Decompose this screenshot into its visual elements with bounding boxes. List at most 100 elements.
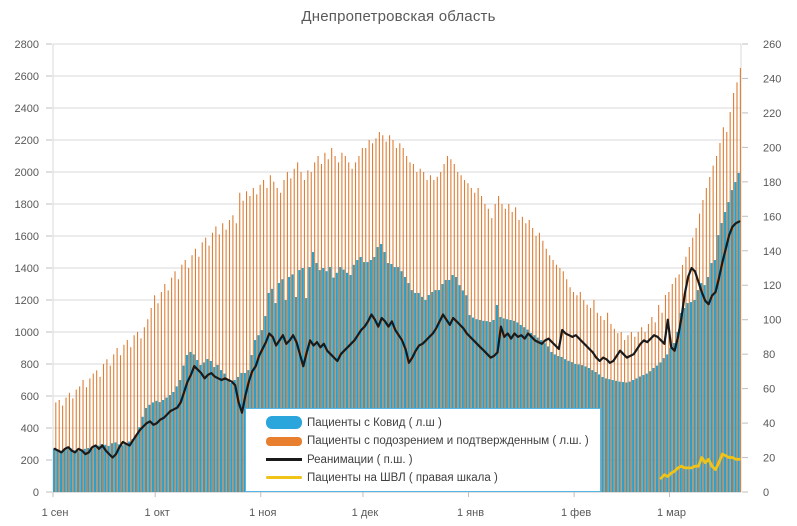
covid-bar [185, 355, 189, 492]
shvl-swatch-icon [266, 476, 302, 480]
covid-bar [366, 262, 369, 492]
covid-bar [618, 381, 621, 492]
right-axis-labels: 0 20 40 60 80 100 120 140 160 180 200 220 240 260 [742, 39, 781, 499]
covid-bar [454, 276, 458, 492]
covid-bar [104, 444, 107, 492]
covid-bar [642, 375, 645, 492]
covid-bar [145, 408, 148, 492]
covid-bar [669, 348, 672, 492]
suspected-swatch-icon [266, 436, 302, 446]
covid-bar [342, 269, 345, 492]
covid-bar [465, 295, 468, 492]
covid-bar [189, 352, 192, 492]
covid-bar [59, 450, 63, 492]
covid-bar [223, 373, 226, 492]
covid-bar [489, 321, 492, 492]
covid-bar [66, 449, 69, 492]
covid-bar [468, 315, 471, 492]
covid-bar [659, 362, 662, 492]
covid-bar [322, 268, 325, 492]
covid-bar [444, 280, 447, 492]
right-axis-tick-label: 60 [763, 384, 775, 396]
covid-bar [288, 276, 291, 492]
right-axis-tick-label: 240 [763, 73, 781, 85]
covid-bar [315, 263, 318, 492]
right-axis-tick-label: 80 [763, 349, 775, 361]
covid-bar [397, 267, 400, 492]
covid-bar [93, 447, 97, 492]
covid-bar [73, 450, 76, 492]
covid-bar [155, 400, 158, 492]
legend-label: Пациенты с Ковид ( л.ш ) [307, 416, 442, 429]
covid-bar [649, 371, 652, 492]
legend-item-shvl: Пациенты на ШВЛ ( правая шкала ) [266, 472, 594, 484]
covid-bar [373, 256, 376, 492]
covid-bar [199, 364, 202, 492]
right-axis-tick-label: 120 [763, 280, 781, 292]
right-axis-tick-label: 140 [763, 246, 781, 258]
right-axis-tick-label: 160 [763, 211, 781, 223]
covid-bar [359, 256, 362, 492]
covid-bar [655, 365, 659, 492]
covid-bar [492, 320, 495, 492]
right-axis-tick-label: 260 [763, 39, 781, 51]
covid-bar [703, 285, 706, 492]
covid-bar [76, 451, 80, 492]
covid-bar [482, 320, 485, 492]
covid-bar [305, 298, 308, 492]
covid-bar [100, 444, 103, 492]
right-axis-tick-label: 40 [763, 418, 775, 430]
covid-bar [461, 290, 464, 492]
covid-bar [277, 283, 280, 492]
reanimation-line [53, 220, 741, 459]
left-axis-labels: 0 200 400 600 800 1000 1200 1400 1600 1800 2000 220… [15, 39, 52, 499]
covid-bar [693, 300, 696, 492]
covid-bar [233, 380, 236, 492]
covid-bar [662, 358, 665, 492]
covid-bar [134, 436, 137, 492]
covid-bar [356, 260, 359, 492]
covid-bar [352, 264, 355, 492]
covid-bar [127, 441, 131, 492]
covid-bar [737, 172, 740, 492]
covid-bar [420, 296, 424, 492]
left-axis-tick-label: 1600 [15, 231, 39, 243]
covid-bar [448, 280, 451, 492]
covid-bar [162, 400, 165, 492]
covid-bar [151, 402, 154, 492]
covid-bar [90, 449, 93, 492]
right-axis-tick-label: 0 [763, 487, 769, 499]
covid-bar [706, 276, 710, 492]
reanimation-line-series [53, 220, 741, 459]
shvl-line [659, 452, 741, 480]
covid-bar [63, 450, 66, 492]
legend-item-reanimation: Реанимации ( п.ш. ) [266, 454, 594, 466]
covid-bar [632, 380, 635, 492]
left-axis-tick-label: 2000 [15, 167, 39, 179]
x-axis-tick-label: 1 фев [561, 507, 591, 519]
covid-bar [240, 372, 243, 492]
legend-label: Реанимации ( п.ш. ) [307, 453, 413, 466]
covid-bar [325, 271, 328, 492]
left-axis-tick-label: 800 [21, 359, 39, 371]
covid-bar [720, 223, 723, 493]
legend-item-covid: Пациенты с Ковид ( л.ш ) [266, 416, 594, 430]
covid-bar [339, 267, 342, 492]
covid-bar [645, 373, 648, 492]
covid-bar [407, 283, 410, 492]
covid-bar [686, 303, 689, 492]
covid-bar [80, 450, 83, 492]
covid-bar [83, 448, 86, 492]
covid-bar [376, 247, 379, 492]
legend-label: Пациенты на ШВЛ ( правая шкала ) [307, 471, 498, 484]
left-axis-tick-label: 1800 [15, 199, 39, 211]
covid-bar [638, 376, 642, 492]
covid-bar [604, 378, 607, 492]
left-axis-tick-label: 1400 [15, 263, 39, 275]
covid-bar [441, 284, 444, 492]
covid-bar [281, 279, 284, 492]
covid-bar [727, 202, 730, 492]
covid-bar [271, 288, 274, 492]
covid-bar [97, 445, 100, 492]
covid-bar [236, 376, 240, 492]
